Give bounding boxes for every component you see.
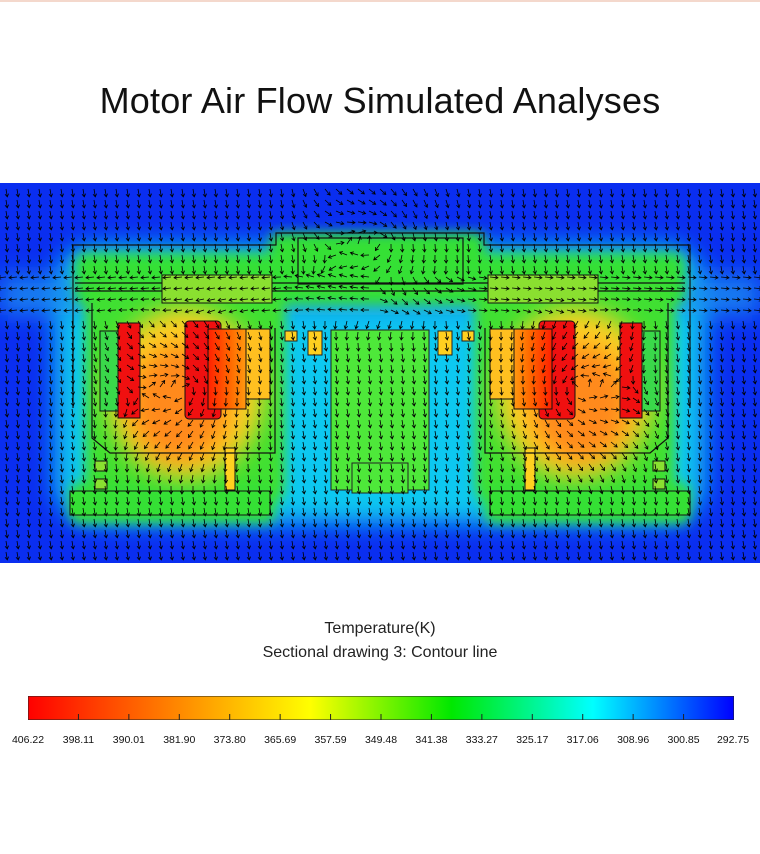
colorbar-tick-label: 325.17 (516, 734, 549, 746)
colorbar-tick-label: 406.22 (11, 734, 45, 746)
flow-arrows (0, 188, 760, 561)
colorbar-tick-label: 349.48 (364, 734, 398, 746)
left-rotor-hub (245, 328, 271, 400)
top-rule (0, 0, 760, 2)
right-rotor-hub (489, 328, 515, 400)
colorbar-tick-label: 398.11 (62, 734, 95, 746)
bearing-right (461, 330, 475, 342)
colorbar-tick-label: 308.96 (617, 734, 650, 746)
colorbar-tick-label: 300.85 (667, 734, 700, 746)
right-vent-2 (652, 478, 666, 490)
bearing-left-2 (307, 330, 323, 356)
page-title: Motor Air Flow Simulated Analyses (99, 80, 661, 121)
legend-quantity-label: Temperature(K) (324, 620, 436, 637)
colorbar-tick-label: 292.75 (716, 734, 750, 746)
colorbar-tick-label: 390.01 (112, 734, 145, 746)
right-endcap (487, 274, 599, 304)
colorbar-tick-label: 333.27 (465, 734, 498, 746)
bearing-left (284, 330, 298, 342)
left-endcap (161, 274, 273, 304)
simulation-figure (0, 183, 760, 563)
shaft-base (351, 462, 409, 494)
colorbar-tick-label: 341.38 (415, 734, 448, 746)
colorbar-tick-label: 381.90 (163, 734, 196, 746)
colorbar-tick-label: 357.59 (314, 734, 347, 746)
left-vent-2 (94, 478, 108, 490)
bearing-right-2 (437, 330, 453, 356)
left-base-plate (69, 490, 271, 516)
right-vent-1 (652, 460, 666, 472)
colorbar-tick-label: 373.80 (213, 734, 246, 746)
flow-vector-field (0, 188, 760, 561)
left-shaft-stub (224, 447, 236, 491)
colorbar-tick-label: 365.69 (264, 734, 297, 746)
temperature-colorbar (28, 696, 734, 720)
left-stator-outer (99, 330, 121, 412)
legend-caption: Sectional drawing 3: Contour line (262, 644, 498, 661)
colorbar-tick-label: 317.06 (566, 734, 599, 746)
left-vent-1 (94, 460, 108, 472)
